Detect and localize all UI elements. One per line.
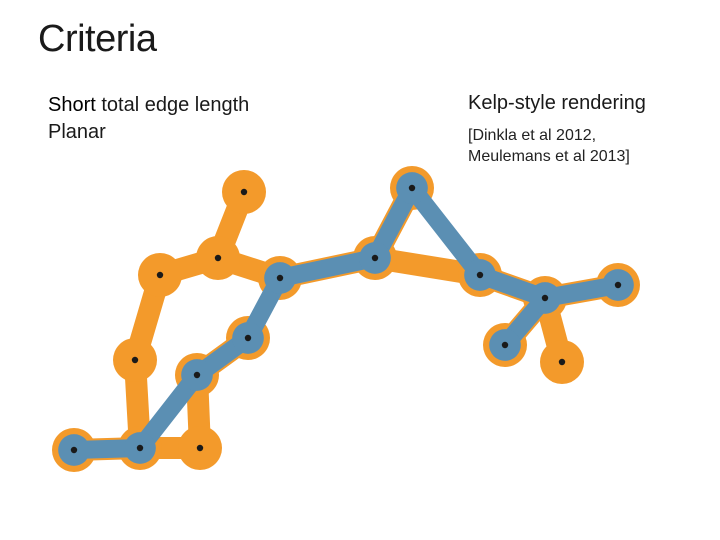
slide: Criteria Short total edge length Planar …	[0, 0, 720, 540]
kelp-diagram	[0, 0, 720, 540]
